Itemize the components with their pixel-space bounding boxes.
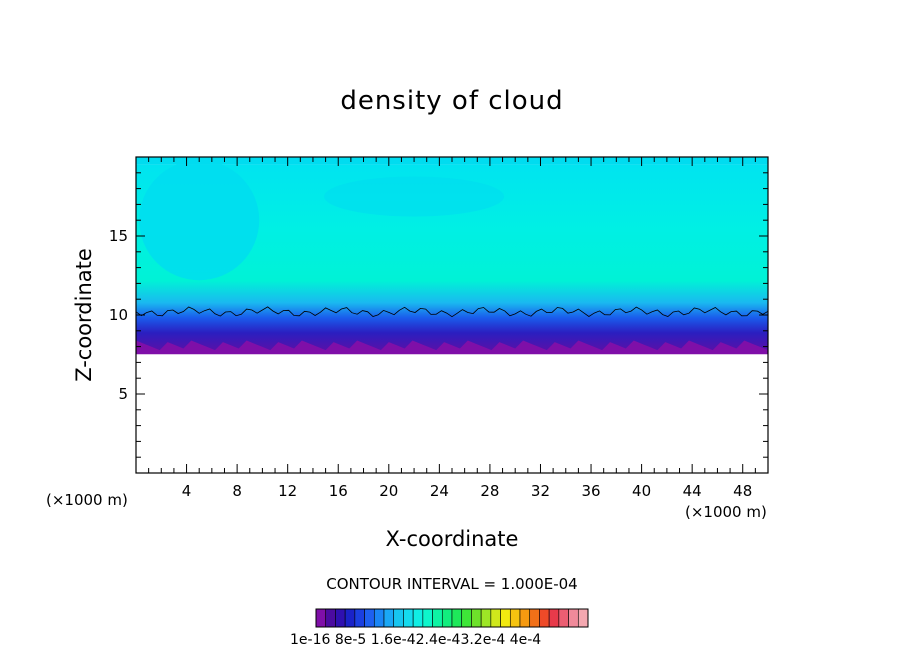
colorbar-swatch — [422, 608, 433, 628]
chart-title: density of cloud — [340, 86, 564, 116]
colorbar-swatch — [490, 608, 501, 628]
colorbar-swatch — [471, 608, 482, 628]
colorbar-swatch — [577, 608, 589, 628]
colorbar-swatch — [480, 608, 492, 628]
x-tick-label: 12 — [278, 482, 297, 500]
colorbar-swatch — [529, 608, 540, 628]
cloud-base-edge — [136, 340, 768, 355]
colorbar-swatch — [335, 608, 346, 628]
colorbar-swatch — [539, 608, 550, 628]
x-tick-label: 44 — [683, 482, 702, 500]
cloud-patch — [324, 176, 505, 217]
y-tick-label: 5 — [118, 385, 128, 403]
x-tick-label: 20 — [379, 482, 398, 500]
colorbar-swatch — [315, 608, 327, 628]
x-tick-label: 48 — [733, 482, 752, 500]
colorbar-swatch — [548, 608, 560, 628]
colorbar-swatch — [461, 608, 472, 628]
clear-air-region — [136, 354, 768, 473]
colorbar-swatch — [393, 608, 404, 628]
colorbar-swatch — [344, 608, 356, 628]
colorbar-swatch — [412, 608, 424, 628]
colorbar-swatch — [451, 608, 463, 628]
x-axis-label: X-coordinate — [385, 527, 519, 551]
colorbar-swatch — [383, 608, 395, 628]
x-tick-label: 40 — [632, 482, 651, 500]
colorbar-swatch — [558, 608, 569, 628]
colorbar-swatch — [403, 608, 414, 628]
colorbar-tick-labels: 1e-16 8e-5 1.6e-42.4e-43.2e-4 4e-4 — [290, 632, 542, 648]
colorbar-swatch — [432, 608, 443, 628]
contour-line — [135, 306, 769, 318]
y-tick-label: 15 — [109, 227, 128, 245]
colorbar-swatch — [373, 608, 385, 628]
x-tick-label: 24 — [430, 482, 449, 500]
x-tick-label: 8 — [232, 482, 242, 500]
colorbar-swatch — [519, 608, 531, 628]
x-tick-label: 16 — [329, 482, 348, 500]
y-tick-label: 10 — [109, 306, 128, 324]
x-unit-left: (×1000 m) — [46, 491, 128, 509]
colorbar-swatch — [568, 608, 579, 628]
contour-interval-label: CONTOUR INTERVAL = 1.000E-04 — [326, 575, 578, 593]
colorbar-swatch — [441, 608, 453, 628]
colorbar-swatch — [325, 608, 336, 628]
colorbar-swatch — [500, 608, 511, 628]
cloud-density-field — [135, 157, 769, 473]
colorbar — [315, 608, 589, 628]
x-tick-label: 4 — [182, 482, 192, 500]
colorbar-swatch — [364, 608, 375, 628]
x-tick-label: 28 — [480, 482, 499, 500]
x-unit-right: (×1000 m) — [685, 503, 767, 521]
colorbar-swatch — [354, 608, 365, 628]
cloud-patch — [139, 160, 260, 281]
x-tick-label: 32 — [531, 482, 550, 500]
colorbar-swatch — [509, 608, 521, 628]
y-axis-label: Z-coordinate — [72, 248, 96, 382]
colorbar-frame — [315, 608, 589, 628]
x-tick-label: 36 — [581, 482, 600, 500]
